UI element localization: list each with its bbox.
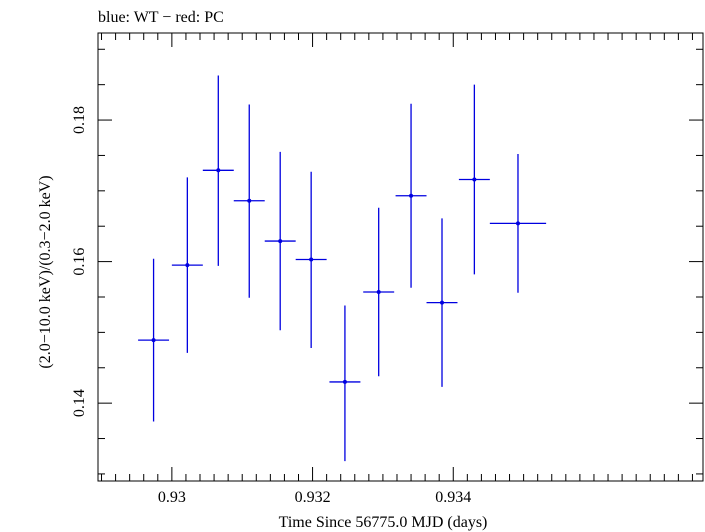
y-tick-label: 0.18 (71, 106, 88, 134)
axis-ticks (98, 33, 703, 481)
y-tick-label: 0.14 (71, 389, 88, 417)
data-point (426, 218, 458, 387)
chart-title: blue: WT − red: PC (98, 9, 224, 26)
plot-frame (97, 32, 704, 482)
y-tick-label: 0.16 (71, 248, 88, 276)
point-marker (185, 263, 190, 268)
data-point (395, 103, 427, 288)
data-point (458, 84, 490, 275)
point-marker (440, 300, 445, 305)
x-tick-label: 0.93 (158, 489, 186, 506)
x-tick-labels: 0.93 0.932 0.934 (158, 489, 471, 506)
point-marker (247, 198, 252, 203)
x-tick-label: 0.932 (295, 489, 331, 506)
data-point (363, 207, 395, 377)
data-point (295, 171, 327, 348)
data-point (171, 177, 203, 353)
data-point (329, 305, 361, 462)
y-tick-labels: 0.14 0.16 0.18 (71, 106, 88, 417)
data-point (264, 151, 296, 331)
point-marker (278, 239, 283, 244)
point-marker (376, 290, 381, 295)
point-marker (151, 338, 156, 343)
data-point (489, 154, 547, 293)
data-points (138, 75, 547, 462)
x-tick-label: 0.934 (435, 489, 471, 506)
x-axis-label: Time Since 56775.0 MJD (days) (279, 514, 488, 531)
data-point (202, 75, 234, 266)
data-point (233, 104, 265, 298)
point-marker (309, 257, 314, 262)
data-point (138, 258, 170, 422)
point-marker (515, 221, 520, 226)
point-marker (472, 177, 477, 182)
y-axis-label: (2.0−10.0 keV)/(0.3−2.0 keV) (37, 175, 54, 368)
point-marker (216, 168, 221, 173)
point-marker (342, 379, 347, 384)
point-marker (409, 193, 414, 198)
